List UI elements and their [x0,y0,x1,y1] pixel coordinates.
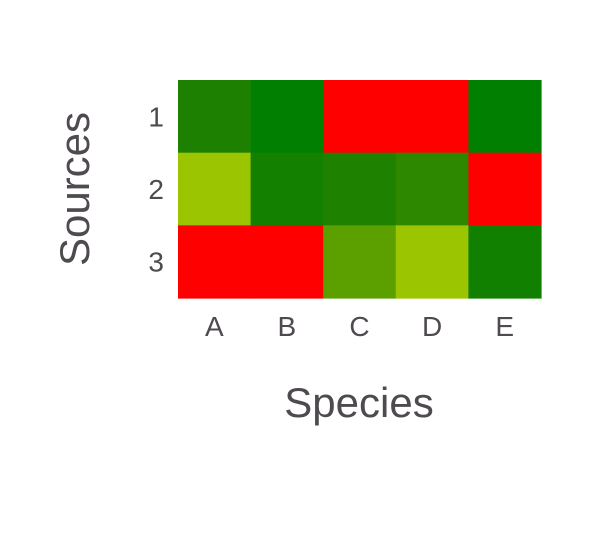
heatmap-cell-3-E [468,225,542,299]
heatmap-cell-1-D [395,80,469,154]
heatmap-cell-3-D [395,225,469,299]
heatmap-cell-2-B [250,152,324,226]
x-tick-label: E [495,311,514,342]
heatmap-cell-2-A [178,152,252,226]
heatmap-cell-1-C [323,80,397,154]
heatmap-cell-1-A [178,80,252,154]
heatmap-cell-2-D [395,152,469,226]
x-tick-labels: A B C D E [205,311,514,342]
x-axis-title: Species [284,379,433,426]
x-tick-label: B [278,311,297,342]
heatmap-cells [178,80,542,299]
heatmap-cell-3-C [323,225,397,299]
y-axis-title: Sources [51,112,98,266]
x-tick-label: D [422,311,442,342]
heatmap-cell-3-B [250,225,324,299]
heatmap-cell-2-C [323,152,397,226]
heatmap-cell-1-B [250,80,324,154]
y-tick-label: 2 [148,174,164,205]
heatmap-cell-1-E [468,80,542,154]
y-tick-label: 3 [148,247,164,278]
y-tick-labels: 1 2 3 [148,101,164,277]
heatmap-cell-3-A [178,225,252,299]
x-tick-label: A [205,311,224,342]
x-tick-label: C [349,311,369,342]
y-tick-label: 1 [148,101,164,132]
heatmap-cell-2-E [468,152,542,226]
